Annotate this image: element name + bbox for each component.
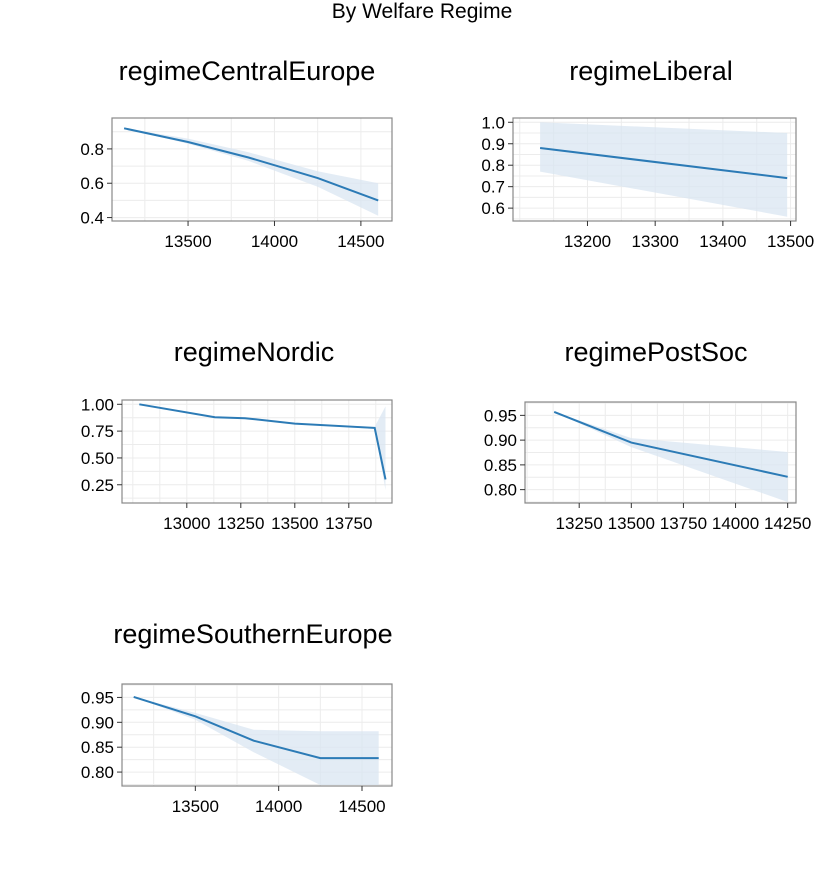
plot-frame (111, 117, 393, 222)
confidence-band (540, 122, 788, 217)
x-tick-label: 14000 (255, 797, 302, 816)
y-tick-label: 0.80 (484, 481, 517, 500)
y-tick-label: 0.50 (81, 449, 114, 468)
x-tick-label: 13750 (325, 514, 372, 533)
y-tick-label: 0.25 (81, 476, 114, 495)
x-tick-label: 13500 (164, 232, 211, 251)
panel-title: regimeSouthernEurope (113, 619, 392, 649)
panel-title: regimeCentralEurope (119, 56, 376, 86)
panel-title: regimeNordic (174, 337, 335, 367)
panel-title: regimePostSoc (564, 337, 747, 367)
x-tick-label: 13500 (608, 514, 655, 533)
y-tick-label: 0.9 (481, 135, 505, 154)
x-tick-label: 13500 (271, 514, 318, 533)
y-tick-label: 1.00 (81, 395, 114, 414)
chart-panel: regimePostSoc 0.80 0.85 0.90 0.95 13250 13500 1… (484, 337, 811, 533)
chart-panel: regimeSouthernEurope 0.80 0.85 0.90 0.95 1350… (81, 619, 393, 816)
x-tick-label: 14000 (251, 232, 298, 251)
y-tick-label: 0.90 (81, 713, 114, 732)
plot-frame (121, 399, 393, 504)
x-tick-label: 13000 (163, 514, 210, 533)
chart-panel: regimeCentralEurope 0.4 0.6 0.8 13500 14000 14… (80, 56, 393, 251)
series-line (139, 403, 387, 480)
y-tick-label: 0.75 (81, 422, 114, 441)
y-tick-label: 1.0 (481, 113, 505, 132)
chart-main-title: By Welfare Regime (331, 0, 513, 23)
x-tick-label: 14000 (712, 514, 759, 533)
plot-frame (524, 401, 797, 504)
x-tick-label: 13750 (660, 514, 707, 533)
y-tick-label: 0.7 (481, 178, 505, 197)
y-tick-label: 0.85 (81, 738, 114, 757)
x-tick-label: 14500 (338, 797, 385, 816)
x-tick-label: 13300 (632, 232, 679, 251)
y-tick-label: 0.6 (80, 174, 104, 193)
panel-title: regimeLiberal (569, 56, 733, 86)
chart-panel: regimeLiberal 0.6 0.7 0.8 0.9 1.0 13200 13300 13… (481, 56, 814, 251)
x-tick-label: 14500 (337, 232, 384, 251)
x-tick-label: 13250 (217, 514, 264, 533)
y-tick-label: 0.85 (484, 456, 517, 475)
series-line (539, 147, 788, 180)
x-tick-label: 13200 (564, 232, 611, 251)
plot-frame (121, 683, 393, 787)
x-tick-label: 13500 (767, 232, 814, 251)
y-tick-label: 0.90 (484, 431, 517, 450)
plot-frame (512, 117, 797, 222)
x-tick-label: 13250 (556, 514, 603, 533)
y-tick-label: 0.8 (80, 140, 104, 159)
y-tick-label: 0.6 (481, 199, 505, 218)
x-tick-label: 14250 (764, 514, 811, 533)
plot-background (122, 400, 392, 503)
y-tick-label: 0.8 (481, 156, 505, 175)
chart-panel: regimeNordic 0.25 0.50 0.75 1.00 13000 13250 13… (81, 337, 393, 533)
y-tick-label: 0.4 (80, 209, 104, 228)
y-tick-label: 0.95 (81, 688, 114, 707)
y-tick-label: 0.80 (81, 763, 114, 782)
x-tick-label: 13500 (172, 797, 219, 816)
x-tick-label: 13400 (699, 232, 746, 251)
y-tick-label: 0.95 (484, 406, 517, 425)
